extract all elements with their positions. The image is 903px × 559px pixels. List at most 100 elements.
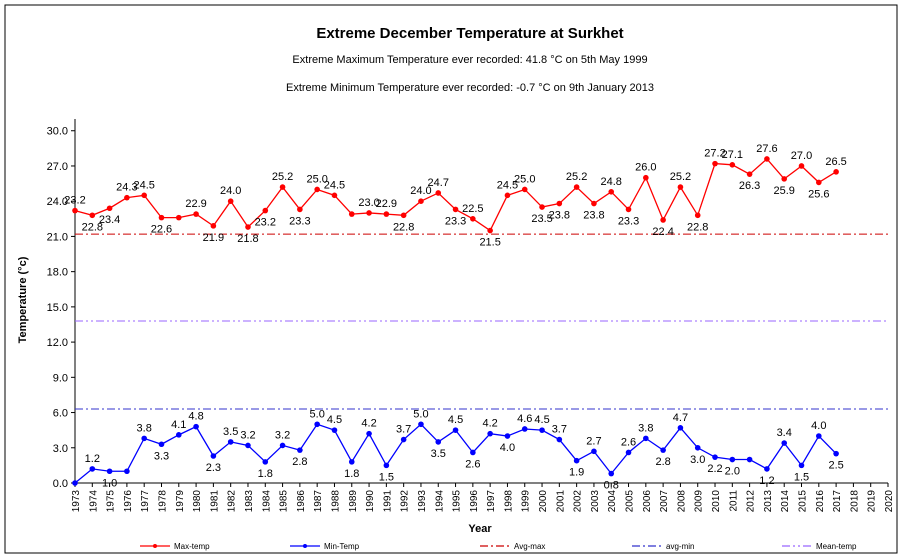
x-tick-label: 1990 [365,490,376,513]
data-label: 2.5 [828,460,843,472]
data-label: 24.0 [410,185,431,197]
data-point [314,421,320,428]
data-label: 23.0 [358,197,379,209]
x-tick-label: 1991 [382,490,393,513]
data-point [470,216,476,222]
data-label: 24.5 [324,179,345,191]
data-label: 22.9 [376,198,397,210]
data-label: 2.8 [655,456,670,468]
data-point [677,184,684,190]
data-label: 4.0 [500,442,515,454]
x-tick-label: 1993 [417,490,428,513]
x-tick-label: 1995 [452,490,463,513]
data-label: 1.2 [759,475,774,487]
x-tick-label: 2011 [728,490,739,512]
y-tick-label: 6.0 [53,408,68,420]
x-tick-label: 1999 [521,490,532,513]
data-label: 0.8 [604,480,619,492]
data-point [487,227,493,234]
x-tick-label: 2007 [659,490,670,513]
data-label: 4.5 [327,414,342,426]
data-label: 3.7 [396,424,411,436]
data-point [556,200,563,207]
data-label: 23.2 [255,217,276,229]
data-point [591,448,597,455]
data-label: 24.5 [133,179,154,191]
data-point [643,174,649,181]
data-label: 26.5 [825,156,846,168]
x-tick-label: 1989 [348,490,359,513]
data-label: 2.2 [707,463,722,475]
data-label: 2.3 [206,462,221,474]
data-point [366,210,372,216]
data-label: 3.5 [431,448,446,460]
data-point [833,169,839,175]
data-point [643,435,649,442]
y-tick-label: 18.0 [47,267,68,279]
data-label: 1.5 [379,471,394,483]
data-point [746,456,753,463]
data-label: 1.8 [258,468,273,480]
data-point [279,184,286,190]
data-label: 4.5 [534,414,549,426]
data-point [227,439,234,445]
data-label: 3.0 [690,454,705,466]
data-point [89,466,96,472]
y-tick-label: 15.0 [47,302,68,314]
x-tick-label: 2000 [538,490,549,513]
x-tick-label: 2003 [590,490,601,513]
data-point [227,198,234,204]
x-tick-label: 2010 [711,490,722,513]
x-tick-label: 2016 [815,490,826,513]
data-point [608,470,615,477]
data-point [331,427,338,433]
data-label: 25.6 [808,188,829,200]
x-tick-label: 1985 [279,490,290,513]
x-tick-label: 1976 [123,490,134,513]
data-point [106,205,113,212]
data-label: 4.8 [188,411,203,423]
data-label: 22.4 [652,226,673,238]
data-label: 25.2 [670,171,691,183]
data-label: 24.5 [497,179,518,191]
data-label: 3.8 [638,422,653,434]
data-point [348,459,355,465]
data-point [573,457,580,464]
data-point [262,459,269,465]
data-label: 4.5 [448,414,463,426]
data-label: 5.0 [413,408,428,420]
data-label: 27.6 [756,143,777,155]
data-label: 27.2 [704,148,725,160]
data-label: 2.6 [465,458,480,470]
data-point [124,468,130,475]
data-label: 1.8 [344,468,359,480]
x-tick-label: 2002 [573,490,584,513]
data-label: 22.9 [185,198,206,210]
data-point [106,468,113,475]
data-point [539,204,545,210]
legend-label: Avg-max [514,542,545,551]
data-point [833,450,839,457]
data-point [193,211,199,217]
data-point [72,207,78,214]
data-label: 2.0 [725,466,740,478]
data-label: 23.3 [618,215,639,227]
data-label: 23.2 [64,195,85,207]
data-point [331,192,338,199]
x-tick-label: 1988 [330,490,341,513]
data-point [556,436,563,443]
data-point [418,198,424,204]
data-label: 23.8 [549,210,570,222]
data-point [798,163,805,169]
data-point [210,223,217,229]
x-tick-label: 1998 [503,490,514,513]
data-point [816,179,822,186]
data-label: 22.6 [151,224,172,236]
data-label: 3.2 [275,429,290,441]
data-point [816,433,822,439]
data-point [141,435,147,442]
data-label: 23.4 [99,214,120,226]
data-label: 3.3 [154,450,169,462]
data-point [314,186,320,193]
data-point [124,194,130,201]
